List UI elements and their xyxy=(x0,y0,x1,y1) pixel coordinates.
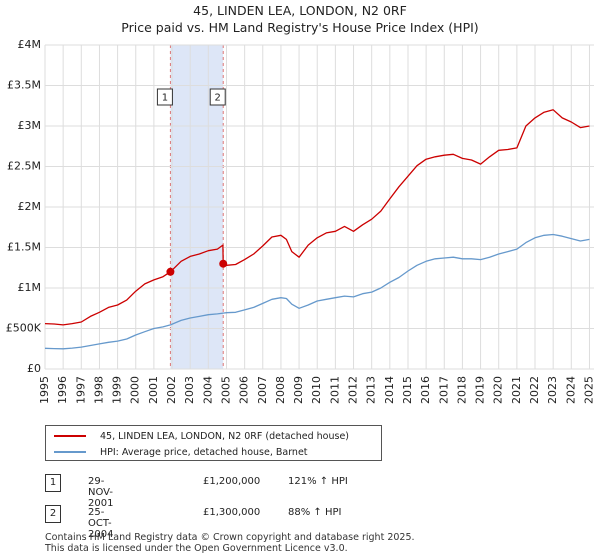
y-tick-label: £3M xyxy=(18,119,42,132)
x-tick-label: 2001 xyxy=(147,376,160,404)
legend-item-property: 45, LINDEN LEA, LONDON, N2 0RF (detached… xyxy=(54,428,349,444)
x-tick-label: 2025 xyxy=(582,376,595,404)
sale-1-point xyxy=(166,267,175,276)
sale-date-2: 25-OCT-2004 xyxy=(88,507,114,540)
x-tick-label: 2024 xyxy=(564,376,577,404)
chart-title-line1: 45, LINDEN LEA, LONDON, N2 0RF xyxy=(193,3,407,18)
y-tick-label: £0 xyxy=(27,362,41,375)
footer-line1: Contains HM Land Registry data © Crown c… xyxy=(45,532,415,543)
y-tick-label: £2M xyxy=(18,200,42,213)
sale-hpi-1: 121% ↑ HPI xyxy=(288,476,348,487)
chart-legend: 45, LINDEN LEA, LONDON, N2 0RF (detached… xyxy=(45,425,382,461)
footer-line2: This data is licensed under the Open Gov… xyxy=(45,543,348,554)
x-tick-label: 1997 xyxy=(74,376,87,404)
x-tick-label: 2007 xyxy=(256,376,269,404)
chart-title: 45, LINDEN LEA, LONDON, N2 0RF Price pai… xyxy=(0,2,600,36)
x-tick-label: 2020 xyxy=(492,376,505,404)
y-tick-label: £3.5M xyxy=(7,79,41,92)
x-tick-label: 2004 xyxy=(201,376,214,404)
sale-price-1: £1,200,000 xyxy=(203,476,261,487)
x-tick-label: 2017 xyxy=(437,376,450,404)
x-tick-label: 2018 xyxy=(455,376,468,404)
x-tick-label: 2011 xyxy=(328,376,341,404)
y-tick-label: £4M xyxy=(18,38,42,51)
x-tick-label: 1998 xyxy=(92,376,105,404)
legend-item-hpi: HPI: Average price, detached house, Barn… xyxy=(54,444,308,460)
hpi-line xyxy=(44,233,590,350)
x-tick-label: 1995 xyxy=(38,376,51,404)
legend-swatch-property xyxy=(54,435,86,437)
sale-hpi-2: 88% ↑ HPI xyxy=(288,507,342,518)
sale-1-box-label: 1 xyxy=(162,93,168,104)
chart-title-line2: Price paid vs. HM Land Registry's House … xyxy=(121,20,479,35)
x-tick-label: 2009 xyxy=(292,376,305,404)
sale-2-box xyxy=(209,88,226,106)
x-tick-label: 2015 xyxy=(401,376,414,404)
x-tick-label: 2019 xyxy=(474,376,487,404)
x-tick-label: 2014 xyxy=(383,376,396,404)
sale-2-box-label: 2 xyxy=(215,93,221,104)
sale-2-point xyxy=(219,259,228,268)
x-tick-label: 2023 xyxy=(546,376,559,404)
y-tick-label: £1.5M xyxy=(7,241,41,254)
x-tick-label: 1999 xyxy=(111,376,124,404)
x-tick-label: 2002 xyxy=(165,376,178,404)
sale-date-1: 29-NOV-2001 xyxy=(88,476,114,509)
sale-price-2: £1,300,000 xyxy=(203,507,261,518)
x-tick-label: 2010 xyxy=(310,376,323,404)
x-tick-label: 2006 xyxy=(238,376,251,404)
legend-label-hpi: HPI: Average price, detached house, Barn… xyxy=(100,446,308,458)
price-chart: 1995 1996 1997 1998 1999 2000 2001 2002 2003 2004… xyxy=(6,38,596,404)
x-tick-label: 2003 xyxy=(183,376,196,404)
footer: Contains HM Land Registry data © Crown c… xyxy=(45,532,415,554)
y-tick-label: £1M xyxy=(18,281,42,294)
x-tick-label: 2000 xyxy=(129,376,142,404)
sale-badge-1: 1 xyxy=(45,474,61,492)
x-tick-label: 2013 xyxy=(365,376,378,404)
property-price-line xyxy=(44,109,590,326)
y-tick-label: £500K xyxy=(6,322,42,335)
y-tick-label: £2.5M xyxy=(7,160,41,173)
sale-badge-2: 2 xyxy=(45,505,61,523)
x-tick-label: 2021 xyxy=(510,376,523,404)
x-tick-label: 1996 xyxy=(56,376,69,404)
legend-label-property: 45, LINDEN LEA, LONDON, N2 0RF (detached… xyxy=(100,430,350,442)
x-tick-label: 2016 xyxy=(419,376,432,404)
x-tick-label: 2012 xyxy=(347,376,360,404)
x-tick-label: 2022 xyxy=(528,376,541,404)
x-tick-label: 2008 xyxy=(274,376,287,404)
x-tick-label: 2005 xyxy=(219,376,232,404)
sale-1-box xyxy=(156,88,173,106)
legend-swatch-hpi xyxy=(54,451,86,453)
